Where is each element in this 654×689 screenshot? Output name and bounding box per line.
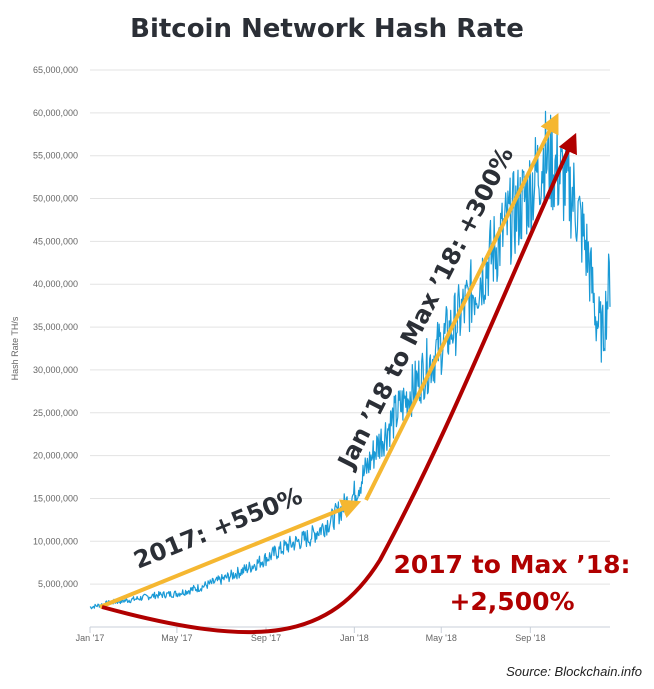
y-tick-label: 60,000,000 bbox=[33, 108, 78, 118]
x-tick-label: May '18 bbox=[426, 633, 457, 643]
y-tick-label: 55,000,000 bbox=[33, 151, 78, 161]
axes: 5,000,000 10,000,000 15,000,000 20,000,000 2… bbox=[10, 65, 610, 643]
x-tick-label: Jan '17 bbox=[76, 633, 105, 643]
annotation-arrows bbox=[99, 113, 577, 635]
x-tick-label: Jan '18 bbox=[340, 633, 369, 643]
y-tick-label: 45,000,000 bbox=[33, 236, 78, 246]
y-tick-label: 10,000,000 bbox=[33, 536, 78, 546]
x-tick-label: Sep '17 bbox=[251, 633, 281, 643]
x-tick-label: May '17 bbox=[161, 633, 192, 643]
y-tick-label: 35,000,000 bbox=[33, 322, 78, 332]
y-tick-label: 40,000,000 bbox=[33, 279, 78, 289]
arrow-2018 bbox=[364, 113, 559, 501]
annotation-labels: 2017: +550%Jan ’18 to Max ’18: +300%2017… bbox=[130, 142, 631, 616]
y-axis-title: Hash Rate TH/s bbox=[10, 316, 20, 380]
annotation-total-line2: +2,500% bbox=[449, 587, 574, 616]
y-tick-label: 65,000,000 bbox=[33, 65, 78, 75]
y-tick-label: 5,000,000 bbox=[38, 579, 78, 589]
x-tick-label: Sep '18 bbox=[515, 633, 545, 643]
annotation-2018: Jan ’18 to Max ’18: +300% bbox=[331, 142, 519, 474]
y-tick-label: 20,000,000 bbox=[33, 451, 78, 461]
source-note: Source: Blockchain.info bbox=[506, 664, 642, 679]
chart-title: Bitcoin Network Hash Rate bbox=[130, 14, 524, 44]
arrow-2017 bbox=[99, 499, 362, 609]
y-tick-label: 25,000,000 bbox=[33, 408, 78, 418]
annotation-total-line1: 2017 to Max ’18: bbox=[394, 550, 631, 579]
y-tick-label: 15,000,000 bbox=[33, 493, 78, 503]
grid-lines bbox=[90, 69, 610, 585]
y-tick-label: 30,000,000 bbox=[33, 365, 78, 375]
y-tick-label: 50,000,000 bbox=[33, 194, 78, 204]
arrow-total bbox=[101, 132, 577, 635]
